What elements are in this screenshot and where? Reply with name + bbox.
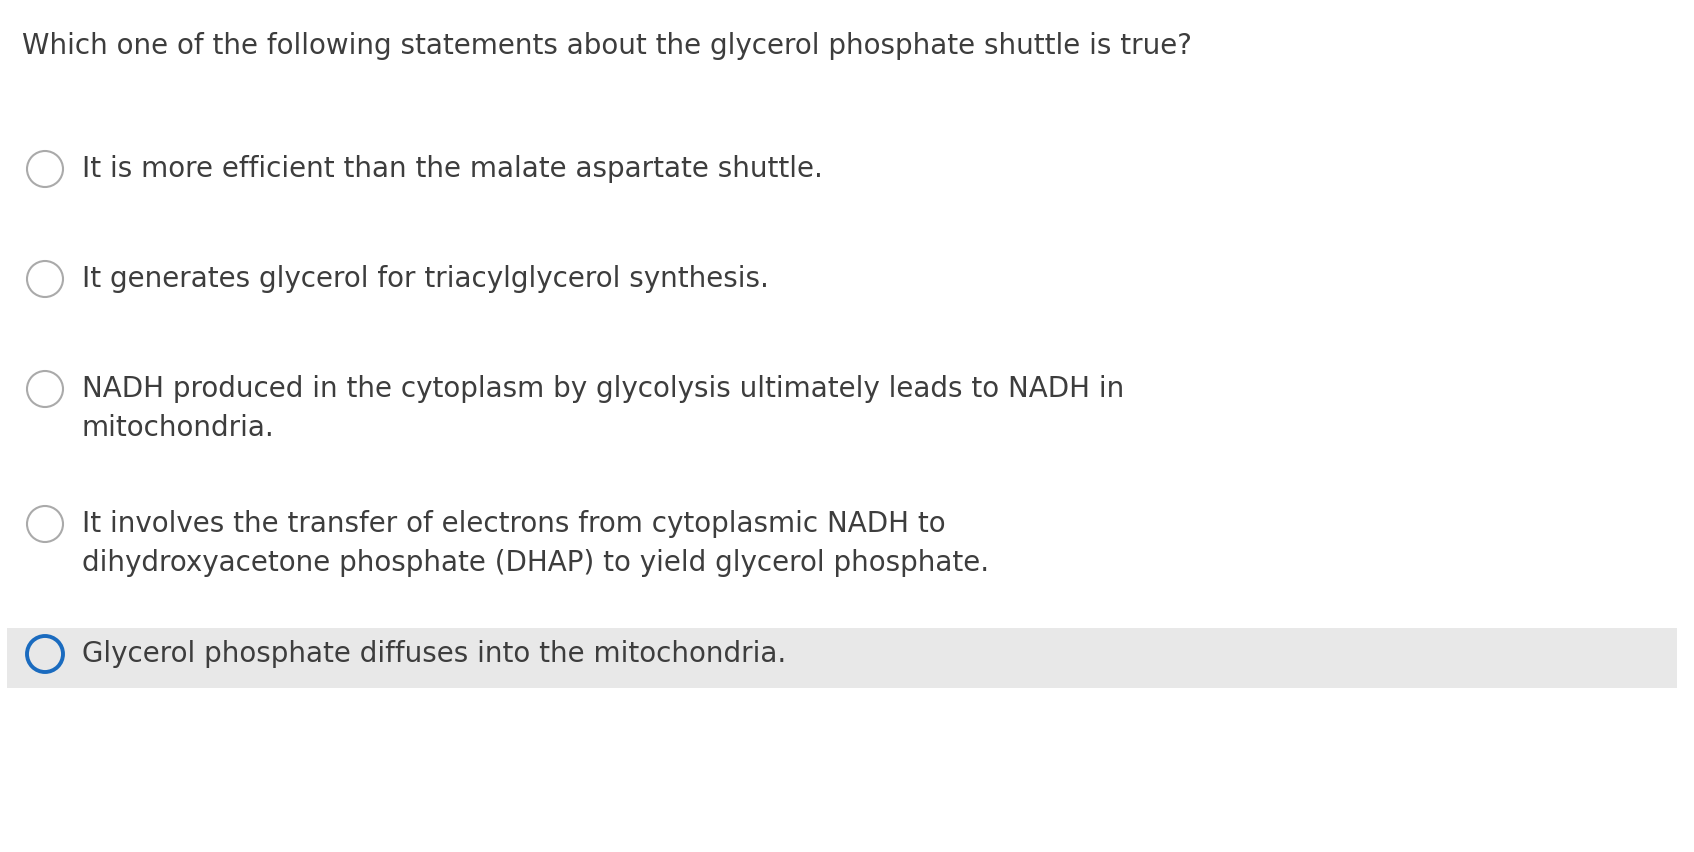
Text: NADH produced in the cytoplasm by glycolysis ultimately leads to NADH in
mitocho: NADH produced in the cytoplasm by glycol… bbox=[81, 375, 1125, 442]
Text: It generates glycerol for triacylglycerol synthesis.: It generates glycerol for triacylglycero… bbox=[81, 265, 769, 293]
FancyBboxPatch shape bbox=[7, 628, 1677, 688]
Text: It involves the transfer of electrons from cytoplasmic NADH to
dihydroxyacetone : It involves the transfer of electrons fr… bbox=[81, 510, 989, 577]
Text: Glycerol phosphate diffuses into the mitochondria.: Glycerol phosphate diffuses into the mit… bbox=[81, 640, 786, 668]
Text: It is more efficient than the malate aspartate shuttle.: It is more efficient than the malate asp… bbox=[81, 155, 823, 183]
Text: Which one of the following statements about the glycerol phosphate shuttle is tr: Which one of the following statements ab… bbox=[22, 32, 1193, 60]
